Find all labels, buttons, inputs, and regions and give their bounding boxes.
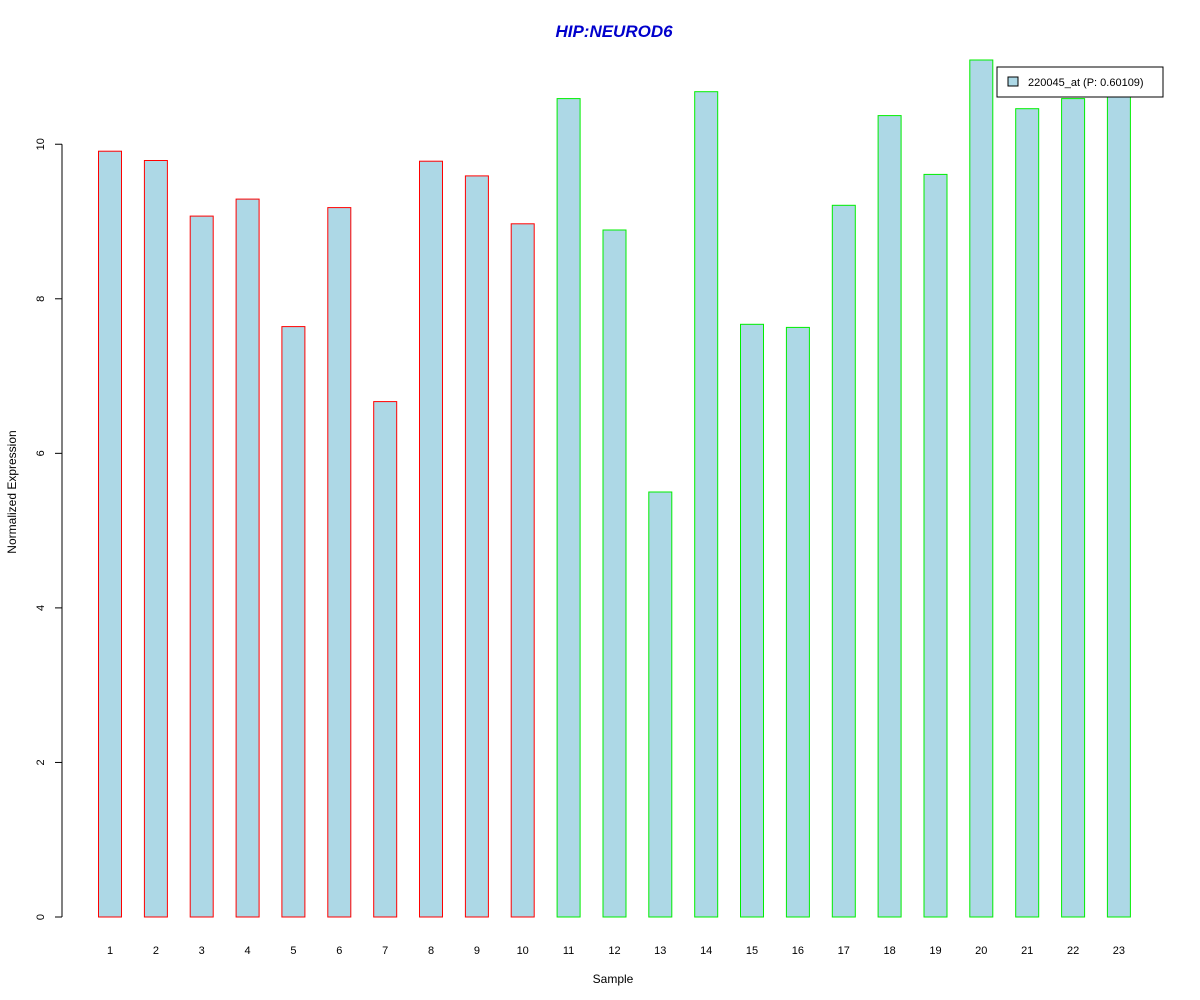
- x-tick-label: 4: [245, 945, 251, 957]
- bar-sample-23: [1106, 95, 1131, 918]
- x-tick-label: 13: [654, 945, 666, 957]
- x-tick-label: 12: [608, 945, 620, 957]
- legend-box: [996, 66, 1164, 98]
- x-tick-label: 17: [838, 945, 850, 957]
- x-tick-label: 3: [199, 945, 205, 957]
- legend: 220045_at (P: 0.60109): [996, 66, 1164, 98]
- bar-sample-15: [740, 323, 764, 918]
- x-tick-label: 15: [746, 945, 758, 957]
- bar-sample-11: [556, 98, 581, 918]
- legend-swatch: [1007, 76, 1019, 87]
- x-tick-label: 11: [563, 945, 574, 957]
- legend-label: 220045_at (P: 0.60109): [1028, 77, 1144, 89]
- bar-sample-5: [281, 326, 306, 918]
- x-tick-label: 19: [929, 945, 941, 957]
- x-tick-label: 5: [290, 945, 296, 957]
- x-tick-label: 18: [883, 945, 895, 957]
- chart-title: HIP:NEUROD6: [555, 22, 673, 41]
- bar-sample-17: [831, 204, 856, 918]
- y-tick-label: 4: [35, 605, 47, 611]
- x-tick-label: 9: [474, 945, 480, 957]
- y-tick-label: 8: [35, 296, 47, 302]
- x-axis-label: Sample: [593, 972, 634, 986]
- x-tick-label: 8: [428, 945, 434, 957]
- bar-sample-19: [923, 173, 948, 918]
- y-tick-label: 2: [35, 759, 47, 765]
- bar-sample-20: [969, 59, 994, 918]
- x-tick-label: 21: [1021, 945, 1033, 957]
- x-tick-label: 20: [975, 945, 987, 957]
- bar-sample-21: [1015, 108, 1040, 918]
- bar-sample-3: [189, 215, 214, 918]
- bar-sample-13: [648, 491, 673, 918]
- x-tick-labels: 1 2 3 4 5 6 7 8 9 10 11 12 13 14 15 16 17 18 19 20 21 22 23: [107, 945, 1125, 957]
- bar-sample-9: [464, 175, 489, 918]
- bar-sample-22: [1061, 98, 1086, 918]
- y-tick-label: 6: [35, 450, 47, 456]
- bar-sample-18: [877, 115, 902, 918]
- x-tick-label: 23: [1113, 945, 1125, 957]
- bar-sample-16: [785, 326, 810, 918]
- bar-sample-12: [602, 229, 627, 918]
- bars: [98, 59, 1131, 918]
- bar-sample-1: [98, 150, 122, 918]
- x-tick-label: 14: [700, 945, 712, 957]
- bar-sample-14: [694, 91, 719, 918]
- bar-sample-8: [419, 160, 443, 918]
- y-axis-label: Normalized Expression: [5, 430, 19, 553]
- bar-sample-7: [373, 401, 398, 918]
- x-tick-label: 16: [792, 945, 804, 957]
- bar-sample-10: [510, 223, 535, 918]
- x-tick-label: 22: [1067, 945, 1079, 957]
- x-tick-label: 2: [153, 945, 159, 957]
- y-axis: 0 2 4 6 8 10: [35, 138, 63, 920]
- x-tick-label: 10: [517, 945, 529, 957]
- y-tick-label: 10: [35, 138, 47, 150]
- bar-sample-4: [235, 198, 260, 918]
- bar-sample-2: [143, 160, 168, 918]
- x-tick-label: 6: [336, 945, 342, 957]
- x-tick-label: 1: [107, 945, 113, 957]
- x-tick-label: 7: [382, 945, 388, 957]
- y-tick-label: 0: [35, 914, 47, 920]
- bar-sample-6: [327, 207, 352, 918]
